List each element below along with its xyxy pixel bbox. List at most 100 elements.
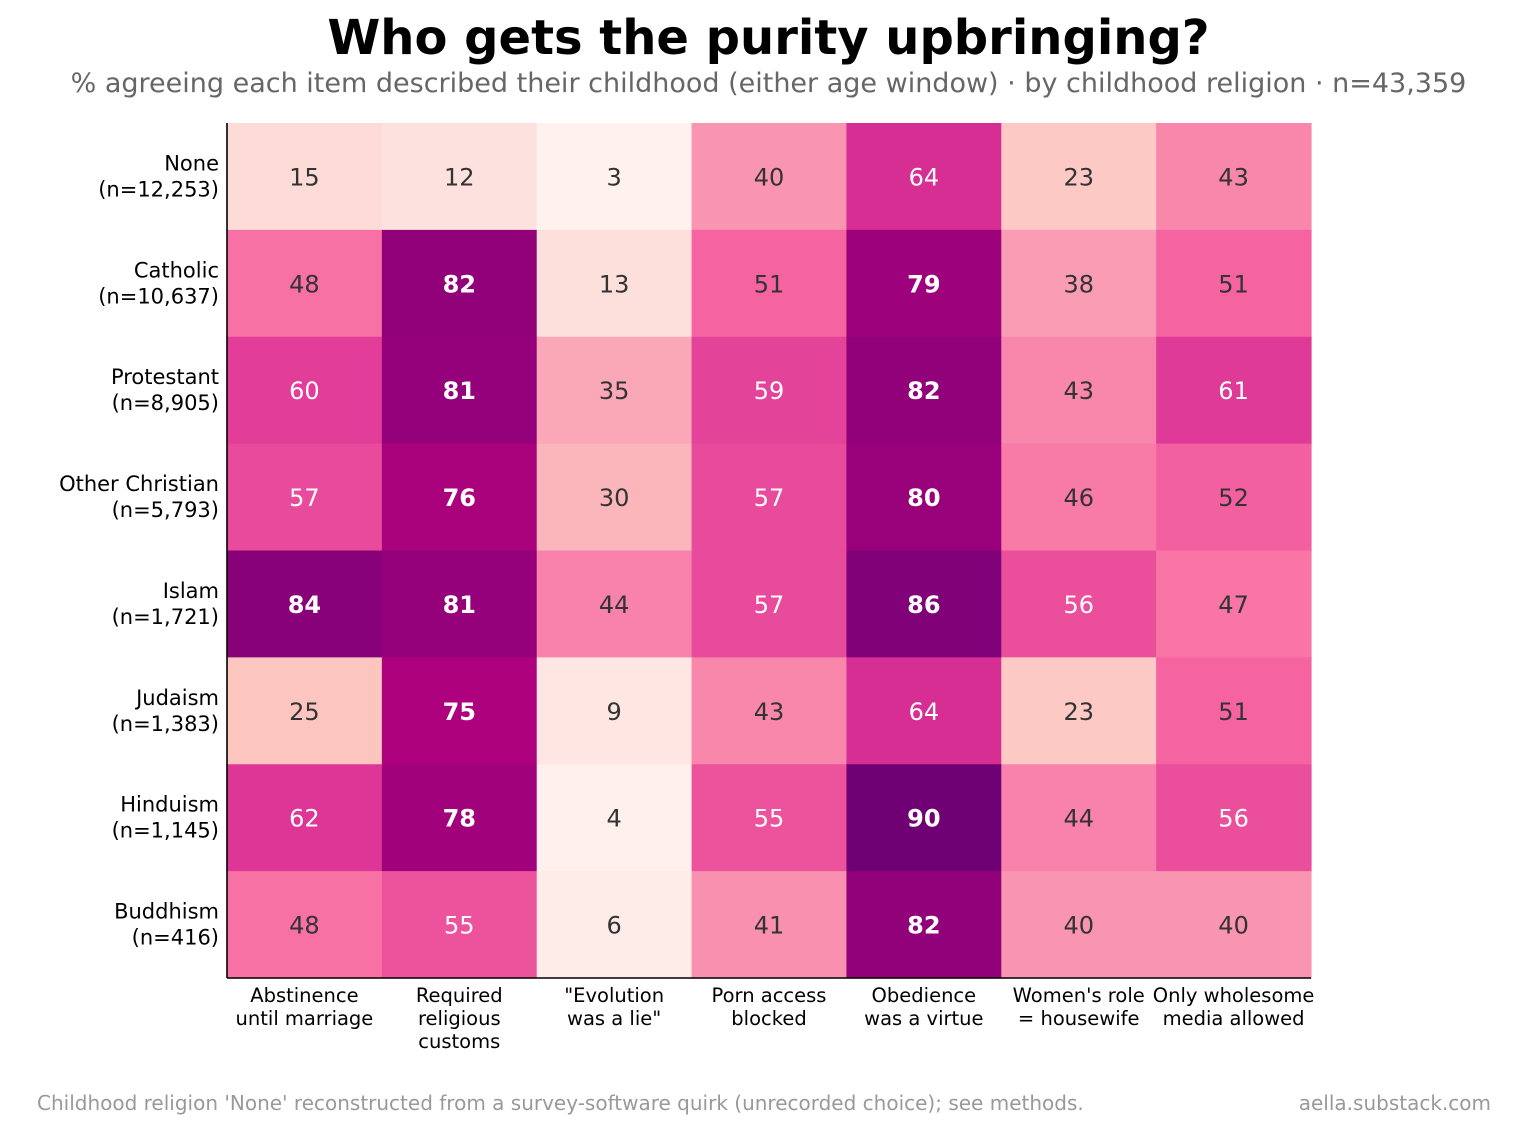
cell-value-label: 59 bbox=[754, 377, 785, 405]
heatmap-cell bbox=[536, 764, 693, 872]
heatmap-cell bbox=[381, 764, 538, 872]
cell-value-label: 79 bbox=[907, 270, 940, 298]
heatmap-cell bbox=[846, 229, 1002, 338]
cell-value-label: 57 bbox=[754, 484, 785, 512]
heatmap-cell bbox=[846, 336, 1002, 445]
heatmap-cell bbox=[691, 123, 848, 231]
cell-value-label: 81 bbox=[443, 591, 476, 619]
heatmap-cell bbox=[381, 443, 538, 552]
heatmap-cell bbox=[691, 336, 848, 445]
cell-value-label: 23 bbox=[1063, 698, 1094, 726]
cell-value-label: 81 bbox=[443, 377, 476, 405]
heatmap-cells bbox=[227, 123, 1312, 979]
cell-value-label: 23 bbox=[1063, 163, 1094, 191]
cell-value-label: 51 bbox=[1218, 698, 1249, 726]
heatmap-cell bbox=[1001, 764, 1157, 872]
cell-value-label: 38 bbox=[1063, 270, 1094, 298]
heatmap-cell bbox=[691, 764, 848, 872]
heatmap-cell bbox=[536, 657, 693, 765]
column-label: Obedience was a virtue bbox=[864, 984, 983, 1030]
cell-value-label: 82 bbox=[443, 270, 476, 298]
heatmap-cell bbox=[691, 229, 848, 338]
heatmap-cell bbox=[1001, 443, 1157, 552]
heatmap-cell bbox=[1001, 657, 1157, 765]
column-label: "Evolution was a lie" bbox=[564, 984, 664, 1030]
cell-value-label: 48 bbox=[289, 912, 320, 940]
cell-value-label: 13 bbox=[599, 270, 630, 298]
heatmap-cell bbox=[846, 123, 1002, 231]
heatmap-cell bbox=[381, 657, 538, 765]
heatmap-cell bbox=[381, 336, 538, 445]
footer-note: Childhood religion 'None' reconstructed … bbox=[37, 1091, 1084, 1115]
cell-value-label: 51 bbox=[1218, 270, 1249, 298]
cell-value-label: 30 bbox=[599, 484, 630, 512]
cell-value-label: 43 bbox=[754, 698, 785, 726]
cell-value-label: 25 bbox=[289, 698, 320, 726]
column-label: Abstinence until marriage bbox=[236, 984, 374, 1030]
cell-value-label: 12 bbox=[444, 163, 475, 191]
cell-value-label: 56 bbox=[1218, 805, 1249, 833]
cell-value-label: 61 bbox=[1218, 377, 1249, 405]
heatmap-cell bbox=[1001, 123, 1157, 231]
cell-value-label: 80 bbox=[907, 484, 940, 512]
row-label: None (n=12,253) bbox=[98, 151, 219, 201]
cell-value-label: 43 bbox=[1063, 377, 1094, 405]
heatmap-cell bbox=[846, 550, 1002, 658]
cell-value-label: 48 bbox=[289, 270, 320, 298]
cell-value-label: 52 bbox=[1218, 484, 1249, 512]
heatmap-cell bbox=[1001, 336, 1157, 445]
heatmap-cell bbox=[227, 550, 383, 658]
heatmap-cell bbox=[1001, 550, 1157, 658]
column-label: Required religious customs bbox=[416, 984, 503, 1053]
cell-value-label: 90 bbox=[907, 805, 940, 833]
cell-value-label: 6 bbox=[607, 912, 622, 940]
cell-value-label: 57 bbox=[289, 484, 320, 512]
heatmap-cell bbox=[227, 764, 383, 872]
heatmap-cell bbox=[536, 550, 693, 658]
heatmap-cell bbox=[1156, 229, 1312, 338]
cell-value-label: 51 bbox=[754, 270, 785, 298]
cell-value-label: 41 bbox=[754, 912, 785, 940]
cell-value-label: 15 bbox=[289, 163, 320, 191]
cell-value-label: 55 bbox=[444, 912, 475, 940]
cell-value-label: 44 bbox=[599, 591, 630, 619]
heatmap-cell bbox=[846, 657, 1002, 765]
cell-value-label: 82 bbox=[907, 377, 940, 405]
footer-credit: aella.substack.com bbox=[1298, 1091, 1491, 1115]
cell-value-label: 55 bbox=[754, 805, 785, 833]
cell-value-label: 40 bbox=[1063, 912, 1094, 940]
cell-value-label: 4 bbox=[607, 805, 622, 833]
heatmap-cell bbox=[1001, 871, 1157, 979]
cell-value-label: 43 bbox=[1218, 163, 1249, 191]
cell-value-label: 78 bbox=[443, 805, 476, 833]
row-label: Judaism (n=1,383) bbox=[112, 686, 219, 736]
heatmap-cell bbox=[536, 229, 693, 338]
heatmap-cell bbox=[227, 336, 383, 445]
heatmap-cell bbox=[691, 443, 848, 552]
row-label: Hinduism (n=1,145) bbox=[112, 793, 219, 843]
heatmap-cell bbox=[381, 123, 538, 231]
cell-value-label: 57 bbox=[754, 591, 785, 619]
heatmap-cell bbox=[691, 550, 848, 658]
heatmap-cell bbox=[1156, 336, 1312, 445]
heatmap-cell bbox=[846, 764, 1002, 872]
cell-value-label: 35 bbox=[599, 377, 630, 405]
heatmap-cell bbox=[381, 550, 538, 658]
row-label: Islam (n=1,721) bbox=[112, 579, 219, 629]
heatmap-cell bbox=[1156, 443, 1312, 552]
cell-value-label: 40 bbox=[1218, 912, 1249, 940]
heatmap-cell bbox=[691, 657, 848, 765]
cell-value-label: 84 bbox=[288, 591, 321, 619]
heatmap-cell bbox=[1156, 871, 1312, 979]
column-label: Women's role = housewife bbox=[1013, 984, 1145, 1030]
heatmap-cell bbox=[846, 443, 1002, 552]
chart-title: Who gets the purity upbringing? bbox=[327, 10, 1210, 66]
heatmap-cell bbox=[381, 229, 538, 338]
row-label: Protestant (n=8,905) bbox=[111, 365, 219, 415]
cell-value-label: 62 bbox=[289, 805, 320, 833]
cell-value-label: 82 bbox=[907, 912, 940, 940]
heatmap-cell bbox=[536, 443, 693, 552]
cell-value-label: 46 bbox=[1063, 484, 1094, 512]
